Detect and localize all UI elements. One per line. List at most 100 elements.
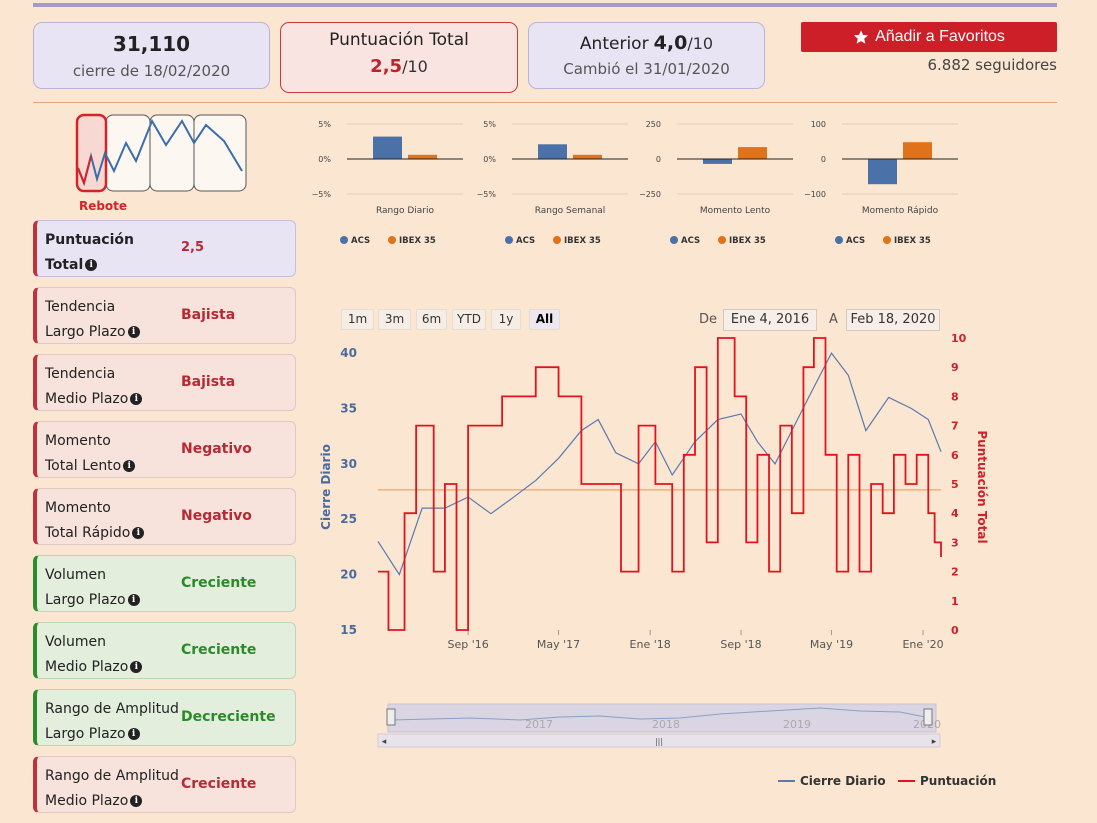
legend-marker [553,236,561,244]
navigator-scrollbar[interactable] [377,733,941,748]
y-right-tick-label: 6 [951,449,959,462]
previous-of: /10 [687,34,714,53]
bar-acs [868,159,897,185]
score-card: Puntuación Total 2,5/10 [280,22,518,93]
y-right-tick-label: 9 [951,361,959,374]
info-icon[interactable]: i [127,594,140,606]
info-icon[interactable]: i [130,661,143,673]
info-icon[interactable]: i [127,728,140,740]
mini-chart-title: Momento Rápido [862,206,939,216]
indicator-card[interactable]: Volumen Largo Plazo i Creciente [33,555,296,612]
y-left-tick-label: 20 [340,568,357,582]
y-left-tick-label: 15 [340,623,357,637]
indicator-line2: Medio Plazo [45,793,129,809]
indicator-line2: Total [45,257,84,273]
mini-bar-charts: 5% 0% −5% Rango Diario ACS IBEX 35 5% 0% −5% Rang… [312,120,958,246]
legend-label: IBEX 35 [399,236,436,246]
legend-label: ACS [351,236,370,246]
y-tick-label: 250 [646,120,661,129]
scroll-right-arrow: ▸ [932,737,937,747]
range-button-1m[interactable]: 1m [341,309,374,330]
indicator-line1: Volumen [45,567,106,583]
y-right-tick-label: 0 [951,624,959,637]
indicator-label: Rango de Amplitud Medio Plazo i [45,764,179,814]
info-icon[interactable]: i [123,460,136,472]
previous-changed: Cambió el 31/01/2020 [563,60,730,78]
y-left-tick-label: 40 [340,346,357,360]
legend-label: IBEX 35 [894,236,931,246]
scroll-left-arrow: ◂ [382,737,387,747]
legend-label: IBEX 35 [564,236,601,246]
y-tick-label: −250 [639,190,661,199]
previous-label: Anterior [579,34,649,54]
range-button-ytd[interactable]: YTD [452,309,486,330]
indicator-value: Negativo [181,441,252,457]
indicator-card[interactable]: Momento Total Lento i Negativo [33,421,296,478]
y-left-tick-label: 30 [340,457,357,471]
y-right-tick-label: 10 [951,332,967,345]
indicator-label: Rango de Amplitud Largo Plazo i [45,697,179,747]
from-date-input[interactable]: Ene 4, 2016 [723,309,817,331]
bar-ibex-35 [573,154,602,159]
y-tick-label: 0 [656,155,661,164]
indicator-card[interactable]: Rango de Amplitud Medio Plazo i Creciente [33,756,296,813]
range-button-all[interactable]: All [529,309,560,330]
info-icon[interactable]: i [130,393,143,405]
info-icon[interactable]: i [85,259,98,271]
y-right-tick-label: 2 [951,566,959,579]
y-right-tick-label: 7 [951,420,959,433]
navigator-line [391,707,931,721]
navigator-handle[interactable] [923,708,933,726]
main-chart[interactable]: 15 20 25 30 35 40 0 1 2 3 4 5 6 7 8 9 10 Sep '16 May '17 En… [300,300,1000,800]
y-right-tick-label: 1 [951,595,959,608]
indicator-value: 2,5 [181,240,205,255]
price-line [377,351,942,576]
add-favorites-button[interactable]: Añadir a Favoritos [801,22,1057,52]
navigator-year: 2017 [525,718,553,731]
scroll-grip: ||| [655,737,663,746]
info-icon[interactable]: i [132,527,145,539]
legend-marker [883,236,891,244]
legend-marker [718,236,726,244]
y-tick-label: 0% [318,155,331,164]
price-value: 31,110 [112,32,191,56]
x-tick-label: Sep '16 [447,638,488,651]
y-right-tick-label: 4 [951,507,959,520]
navigator-handle[interactable] [386,708,396,726]
pattern-thumbnail[interactable] [74,113,248,193]
indicator-value: Creciente [181,642,257,658]
y-right-tick-label: 5 [951,478,959,491]
legend-marker [670,236,678,244]
mini-chart-title: Rango Semanal [535,206,606,216]
indicator-card[interactable]: Tendencia Medio Plazo i Bajista [33,354,296,411]
legend-marker [388,236,396,244]
range-button-6m[interactable]: 6m [416,309,447,330]
mini-chart-title: Momento Lento [700,206,771,216]
top-accent-line [33,3,1057,7]
indicator-label: Momento Total Rápido i [45,496,145,546]
indicator-label: Puntuación Total i [45,228,134,278]
indicator-card[interactable]: Tendencia Largo Plazo i Bajista [33,287,296,344]
indicator-card[interactable]: Rango de Amplitud Largo Plazo i Decreciente [33,689,296,746]
navigator[interactable]: 2017201820192020◂▸||| [377,703,941,748]
info-icon[interactable]: i [130,795,143,807]
mini-chart-1: 5% 0% −5% Rango Diario ACS IBEX 35 [312,120,463,246]
bar-acs [373,136,402,159]
indicator-card[interactable]: Puntuación Total i 2,5 [33,220,296,277]
indicator-card[interactable]: Momento Total Rápido i Negativo [33,488,296,545]
bar-acs [703,159,732,164]
range-button-1y[interactable]: 1y [491,309,521,330]
range-button-3m[interactable]: 3m [378,309,411,330]
indicator-line1: Tendencia [45,299,116,315]
y-right-tick-label: 3 [951,536,959,549]
y-tick-label: 5% [483,120,496,129]
indicator-line2: Total Lento [45,458,122,474]
to-date-input[interactable]: Feb 18, 2020 [846,309,940,331]
indicator-label: Tendencia Largo Plazo i [45,295,140,345]
indicator-line1: Rango de Amplitud [45,701,179,717]
info-icon[interactable]: i [127,326,140,338]
navigator-year: 2019 [783,718,811,731]
indicator-line1: Puntuación [45,232,134,248]
x-tick-label: Ene '18 [630,638,671,651]
indicator-card[interactable]: Volumen Medio Plazo i Creciente [33,622,296,679]
